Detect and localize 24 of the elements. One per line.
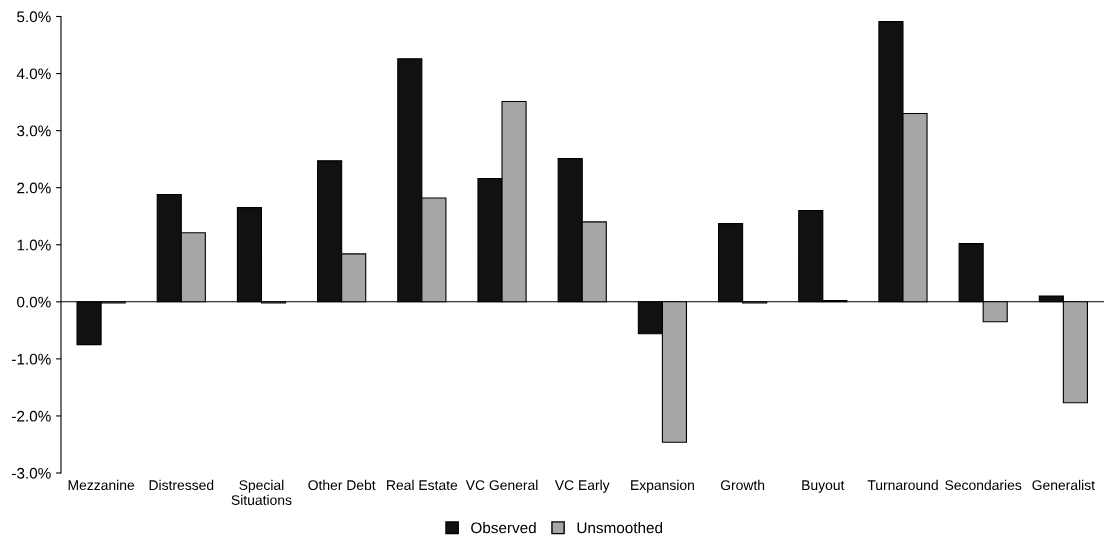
x-tick-label: Real Estate [387,479,458,491]
y-tick-label: -3.0% [12,467,51,479]
x-tick-label: VC Early [554,479,610,493]
y-tick-label: 5.0% [17,11,51,23]
y-tick-label: -2.0% [12,410,51,422]
legend-label: Observed [471,522,536,534]
x-tick-label: Special Situations [231,479,292,506]
x-tick-label: Secondaries [945,479,1022,491]
y-tick-label: 3.0% [17,125,51,137]
y-tick-label: 1.0% [17,239,51,251]
x-tick-label: Generalist [1032,479,1095,491]
x-tick-label: Expansion [631,479,694,493]
x-tick-label: Distressed [149,479,214,491]
x-tick-label: VC General [465,479,538,491]
y-tick-label: 4.0% [16,68,51,80]
y-tick-label: 0.0% [17,296,51,308]
legend-label: Unsmoothed [577,522,663,534]
x-tick-label: Growth [720,479,765,491]
x-tick-label: Other Debt [308,479,376,491]
x-tick-label: Buyout [802,480,845,493]
y-tick-label: -1.0% [12,353,51,365]
x-tick-label: Turnaround [867,479,938,491]
y-tick-label: 2.0% [17,182,51,194]
x-tick-label: Mezzanine [68,479,135,491]
